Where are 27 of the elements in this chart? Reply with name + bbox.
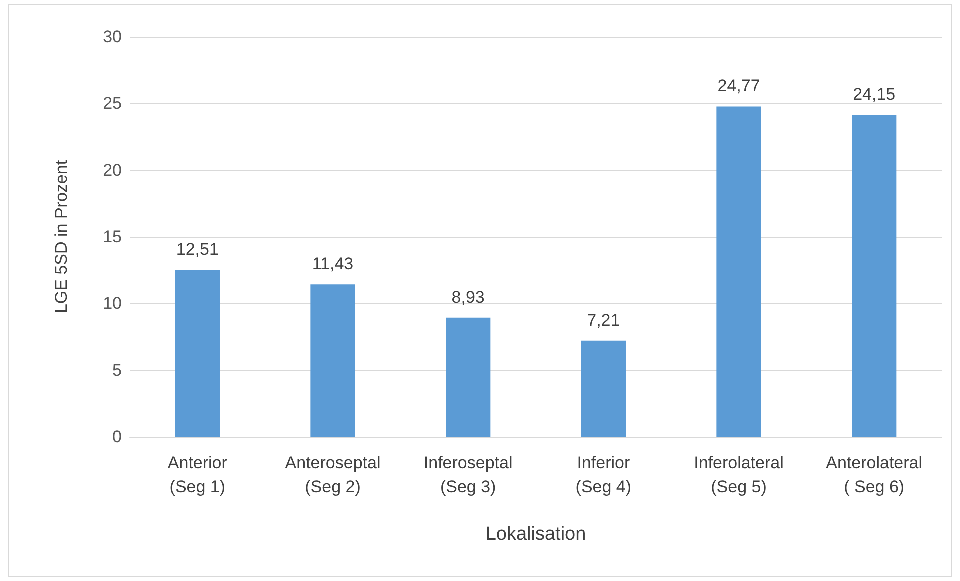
y-tick-label: 0 xyxy=(112,428,122,446)
y-tick-label: 15 xyxy=(103,228,122,246)
x-tick-label: Anterior (Seg 1) xyxy=(168,454,228,496)
x-tick-label: Inferior (Seg 4) xyxy=(576,454,632,496)
data-label: 24,15 xyxy=(853,85,896,104)
x-tick-label: Anterolateral ( Seg 6) xyxy=(826,454,923,496)
data-label: 7,21 xyxy=(587,310,620,330)
y-tick-label: 10 xyxy=(103,294,122,314)
y-tick-label: 25 xyxy=(103,94,122,114)
data-label: 8,93 xyxy=(452,288,485,307)
x-tick-label: Inferoseptal (Seg 3) xyxy=(424,454,513,496)
y-tick-label: 30 xyxy=(103,28,122,46)
data-label: 11,43 xyxy=(312,254,354,274)
data-label: 24,77 xyxy=(718,76,760,96)
bar xyxy=(310,284,356,437)
y-tick-label: 20 xyxy=(103,160,122,180)
y-tick-label: 5 xyxy=(112,360,122,380)
bar xyxy=(852,115,897,437)
bar xyxy=(581,340,626,437)
x-tick-label: Anteroseptal (Seg 2) xyxy=(285,454,381,496)
bar xyxy=(446,318,491,437)
data-label: 12,51 xyxy=(176,240,219,260)
bar xyxy=(175,270,220,437)
bar xyxy=(716,106,762,437)
y-axis-title: LGE 5SD in Prozent xyxy=(52,160,71,314)
x-axis-title: Lokalisation xyxy=(486,524,586,545)
x-tick-label: Inferolateral (Seg 5) xyxy=(694,454,784,496)
